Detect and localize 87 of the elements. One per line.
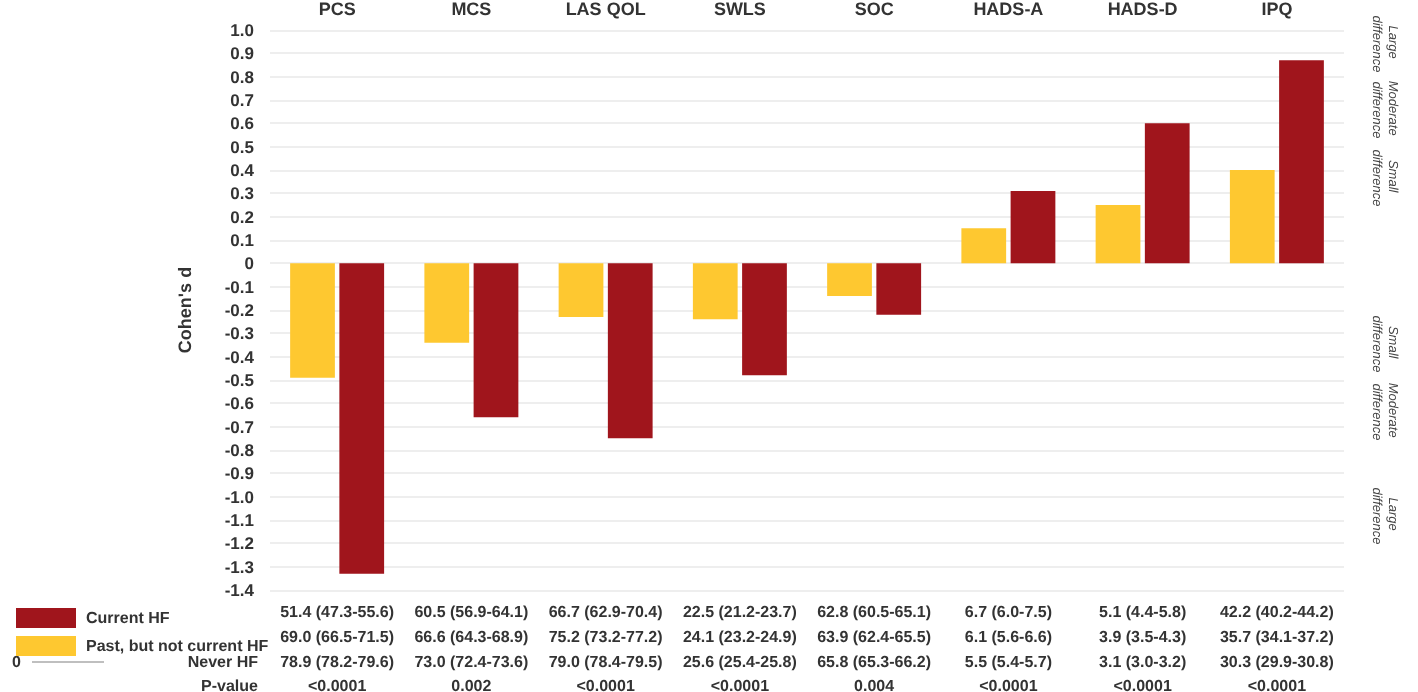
y-tick-label: -0.7 <box>224 416 255 437</box>
text: 6.1 (5.6-6.6) <box>964 628 1053 646</box>
x-tick-label: SWLS <box>713 0 766 19</box>
text: 30.3 (29.9-30.8) <box>1219 653 1335 671</box>
x-tick-label: PCS <box>318 0 356 19</box>
y-tick-label: -0.4 <box>224 346 255 367</box>
bar <box>424 263 470 343</box>
text: 63.9 (62.4-65.5) <box>817 628 932 646</box>
text: 73.0 (72.4-73.6) <box>414 653 529 671</box>
text: 0 <box>12 653 22 671</box>
y-tick-label: -0.2 <box>224 300 255 320</box>
y-tick-label: 0.3 <box>230 183 255 204</box>
text: 22.5 (21.2-23.7) <box>682 603 798 621</box>
text: 0.002 <box>451 677 493 692</box>
y-tick-label: -1.1 <box>224 510 255 530</box>
y-tick-label: 0.8 <box>230 66 255 87</box>
text: 24.1 (23.2-24.9) <box>682 628 798 646</box>
y-tick-label: -0.9 <box>224 463 255 484</box>
bar <box>742 263 787 376</box>
text: 66.6 (64.3-68.9) <box>414 628 529 646</box>
text: 3.1 (3.0-3.2) <box>1099 653 1187 671</box>
bar <box>1010 191 1056 264</box>
bar <box>558 263 604 317</box>
text: P-value <box>201 677 260 692</box>
y-axis-title: Cohen's d <box>175 266 195 354</box>
text: Never HF <box>187 653 259 671</box>
bar <box>290 263 335 378</box>
text: 78.9 (78.2-79.6) <box>280 653 395 671</box>
y-tick-label: 0.1 <box>230 230 255 250</box>
bar <box>1095 205 1141 264</box>
y-tick-label: -0.8 <box>224 440 255 460</box>
text: 62.8 (60.5-65.1) <box>817 603 932 621</box>
text: 66.7 (62.9-70.4) <box>548 603 664 621</box>
legend-label: Current HF <box>86 609 170 627</box>
text: 25.6 (25.4-25.8) <box>682 653 798 671</box>
y-tick-label: -1.0 <box>224 486 255 507</box>
text: 60.5 (56.9-64.1) <box>414 603 529 621</box>
x-tick-label: MCS <box>451 0 492 19</box>
bar <box>473 263 519 418</box>
text: 5.5 (5.4-5.7) <box>964 653 1053 671</box>
y-tick-label: -0.6 <box>224 393 255 414</box>
bar <box>1279 60 1324 264</box>
x-tick-label: HADS-A <box>973 0 1045 19</box>
text: 6.7 (6.0-7.5) <box>964 603 1053 621</box>
x-tick-label: IPQ <box>1261 0 1293 19</box>
bar <box>876 263 922 315</box>
text: 35.7 (34.1-37.2) <box>1219 628 1335 646</box>
y-tick-label: -1.3 <box>224 556 255 577</box>
bar <box>827 263 872 296</box>
text: 3.9 (3.5-4.3) <box>1099 628 1187 646</box>
bar <box>1229 170 1275 264</box>
y-tick-label: 0 <box>244 253 255 274</box>
y-tick-label: 0.2 <box>230 206 255 227</box>
y-tick-label: -0.3 <box>224 323 255 344</box>
text: <0.0001 <box>1113 677 1173 692</box>
bar <box>1144 123 1190 264</box>
bar <box>607 263 653 439</box>
text: 69.0 (66.5-71.5) <box>280 628 395 646</box>
y-tick-label: 0.5 <box>230 136 255 157</box>
text: <0.0001 <box>1247 677 1308 692</box>
bar <box>339 263 385 574</box>
x-tick-label: LAS QOL <box>565 0 647 19</box>
bar <box>961 228 1007 264</box>
text: <0.0001 <box>576 677 636 692</box>
text: <0.0001 <box>307 677 368 692</box>
text: <0.0001 <box>979 677 1039 692</box>
y-tick-label: -0.1 <box>224 276 255 297</box>
text: 0.004 <box>854 677 896 692</box>
y-tick-label: -1.4 <box>224 580 255 600</box>
legend-label: Past, but not current HF <box>86 637 269 655</box>
y-tick-label: -0.5 <box>224 370 255 390</box>
text: <0.0001 <box>710 677 771 692</box>
x-tick-label: HADS-D <box>1107 0 1179 19</box>
y-tick-label: 1.0 <box>230 20 255 40</box>
text: 75.2 (73.2-77.2) <box>548 628 664 646</box>
y-tick-label: 0.4 <box>230 160 255 180</box>
text: 42.2 (40.2-44.2) <box>1219 603 1335 621</box>
text: 5.1 (4.4-5.8) <box>1099 603 1187 621</box>
text: 51.4 (47.3-55.6) <box>280 603 395 621</box>
text: 79.0 (78.4-79.5) <box>548 653 664 671</box>
bar <box>692 263 738 320</box>
y-tick-label: -1.2 <box>224 533 255 554</box>
text: 65.8 (65.3-66.2) <box>817 653 932 671</box>
y-tick-label: 0.7 <box>230 90 255 110</box>
y-tick-label: 0.9 <box>230 43 255 64</box>
y-tick-label: 0.6 <box>230 113 255 134</box>
x-tick-label: SOC <box>854 0 895 19</box>
